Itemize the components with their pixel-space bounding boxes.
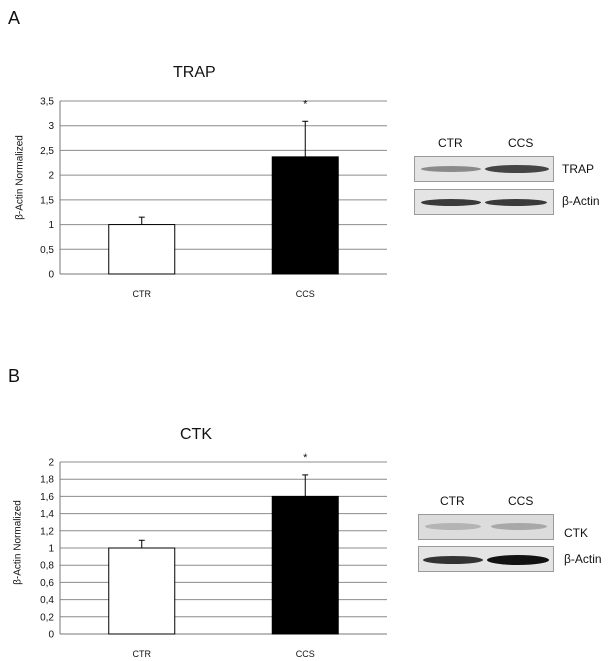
- panel-label-a: A: [8, 8, 21, 28]
- chart-title-trap: TRAP: [173, 64, 216, 81]
- y-tick-label: 1,2: [40, 526, 54, 537]
- y-tick-label: 1,8: [40, 475, 54, 486]
- blot-lane-label: CTR: [440, 494, 465, 508]
- y-tick-label: 2: [48, 171, 54, 182]
- blot-lane-label: CCS: [508, 136, 534, 150]
- blot-strip-trap: [414, 156, 554, 182]
- bar-chart-ctk: 0 0,2 0,4 0,6 0,8 1 1,2 1,4 1,6 1,8 2 CTR * CCS: [40, 452, 387, 659]
- blot-band: [485, 199, 547, 206]
- y-tick-label: 2,5: [40, 146, 54, 157]
- significance-marker: *: [303, 98, 308, 110]
- bar-ccs: [271, 495, 339, 635]
- y-tick-label: 1: [48, 544, 54, 555]
- blot-strip-actin: [418, 546, 554, 572]
- y-tick-label: 0,5: [40, 245, 54, 256]
- x-tick-label: CTR: [133, 289, 152, 299]
- bar-ccs: [271, 156, 339, 275]
- y-tick-label: 1,4: [40, 509, 54, 520]
- blot-band: [485, 165, 549, 173]
- x-tick-label: CCS: [296, 289, 315, 299]
- blot-row-label: β-Actin: [564, 552, 602, 566]
- y-tick-label: 1,5: [40, 195, 54, 206]
- blot-row-label: TRAP: [562, 162, 595, 176]
- western-blot-a: CTR CCS TRAP β-Actin: [410, 136, 610, 226]
- y-tick-label: 0,4: [40, 595, 54, 606]
- panel-label-b: B: [8, 366, 21, 386]
- blot-band: [425, 523, 481, 530]
- y-tick-label: 0: [48, 270, 54, 281]
- y-tick-label: 0,8: [40, 561, 54, 572]
- blot-band: [423, 556, 483, 564]
- bar-ctr: [108, 547, 176, 635]
- y-tick-label: 3,5: [40, 97, 54, 108]
- y-tick-label: 2: [48, 458, 54, 469]
- y-tick-label: 1,6: [40, 492, 54, 503]
- significance-marker: *: [303, 452, 308, 464]
- blot-band: [487, 555, 549, 565]
- y-tick-label: 0,2: [40, 612, 54, 623]
- blot-strip-ctk: [418, 514, 554, 540]
- blot-lane-label: CTR: [438, 136, 463, 150]
- chart-title-ctk: CTK: [180, 426, 212, 443]
- y-tick-label: 1: [48, 220, 54, 231]
- blot-band: [421, 199, 481, 206]
- blot-band: [491, 523, 547, 530]
- western-blot-b: CTR CCS CTK β-Actin: [412, 494, 612, 584]
- blot-lane-label: CCS: [508, 494, 534, 508]
- y-tick-label: 3: [48, 121, 54, 132]
- blot-strip-actin: [414, 189, 554, 215]
- y-tick-label: 0,6: [40, 578, 54, 589]
- blot-row-label: CTK: [564, 526, 588, 540]
- blot-band: [421, 166, 481, 172]
- y-tick-label: 0: [48, 630, 54, 641]
- x-tick-label: CTR: [133, 649, 152, 659]
- x-tick-label: CCS: [296, 649, 315, 659]
- blot-row-label: β-Actin: [562, 194, 600, 208]
- bar-ctr: [108, 224, 176, 275]
- bar-chart-trap: 0 0,5 1 1,5 2 2,5 3 3,5 CTR * CCS: [40, 97, 387, 299]
